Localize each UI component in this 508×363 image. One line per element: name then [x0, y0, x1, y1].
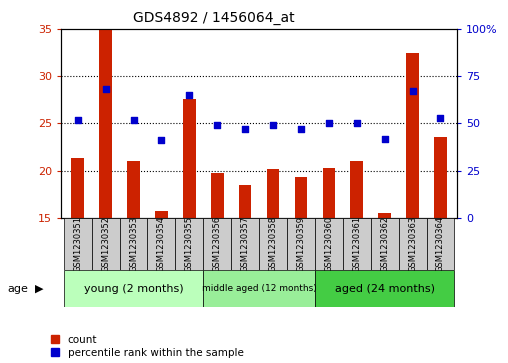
Text: age: age [8, 284, 28, 294]
Text: GSM1230364: GSM1230364 [436, 216, 445, 272]
Text: middle aged (12 months): middle aged (12 months) [202, 284, 316, 293]
Bar [406, 53, 419, 218]
Text: GSM1230357: GSM1230357 [241, 216, 249, 272]
Text: GSM1230362: GSM1230362 [380, 216, 389, 272]
Text: GSM1230352: GSM1230352 [101, 216, 110, 272]
Bar [64, 270, 203, 307]
Bar [267, 169, 279, 218]
Point [380, 136, 389, 142]
Bar [434, 136, 447, 218]
Bar [259, 218, 287, 270]
Bar [323, 168, 335, 218]
Bar [127, 161, 140, 218]
Text: aged (24 months): aged (24 months) [335, 284, 435, 294]
Text: young (2 months): young (2 months) [84, 284, 183, 294]
Text: GSM1230358: GSM1230358 [269, 216, 277, 272]
Bar [183, 99, 196, 218]
Bar [100, 29, 112, 218]
Text: GSM1230361: GSM1230361 [352, 216, 361, 272]
Bar [72, 158, 84, 218]
Point [185, 92, 194, 98]
Point [130, 117, 138, 123]
Point [157, 138, 166, 143]
Text: GSM1230353: GSM1230353 [129, 216, 138, 272]
Bar [64, 218, 91, 270]
Point [297, 126, 305, 132]
Bar [351, 161, 363, 218]
Bar [211, 174, 224, 218]
Bar [287, 218, 315, 270]
Text: GSM1230355: GSM1230355 [185, 216, 194, 272]
Bar [203, 270, 315, 307]
Bar [231, 218, 259, 270]
Bar [315, 218, 343, 270]
Text: GSM1230360: GSM1230360 [324, 216, 333, 272]
Bar [378, 213, 391, 218]
Bar [371, 218, 399, 270]
Bar [91, 218, 119, 270]
Text: GSM1230354: GSM1230354 [157, 216, 166, 272]
Bar [399, 218, 427, 270]
Bar [343, 218, 371, 270]
Text: GDS4892 / 1456064_at: GDS4892 / 1456064_at [133, 11, 294, 25]
Bar [295, 177, 307, 218]
Text: GSM1230359: GSM1230359 [297, 216, 305, 272]
Point [353, 121, 361, 126]
Text: GSM1230356: GSM1230356 [213, 216, 221, 272]
Point [269, 122, 277, 128]
Point [102, 86, 110, 92]
Bar [427, 218, 455, 270]
Bar [203, 218, 231, 270]
Bar [119, 218, 147, 270]
Point [241, 126, 249, 132]
Text: ▶: ▶ [35, 284, 43, 294]
Bar [147, 218, 175, 270]
Point [325, 121, 333, 126]
Bar [175, 218, 203, 270]
Bar [315, 270, 455, 307]
Point [436, 115, 444, 121]
Text: GSM1230351: GSM1230351 [73, 216, 82, 272]
Text: GSM1230363: GSM1230363 [408, 216, 417, 272]
Point [213, 122, 221, 128]
Point [408, 89, 417, 94]
Point [74, 117, 82, 123]
Bar [155, 211, 168, 218]
Legend: count, percentile rank within the sample: count, percentile rank within the sample [51, 335, 243, 358]
Bar [239, 185, 251, 218]
